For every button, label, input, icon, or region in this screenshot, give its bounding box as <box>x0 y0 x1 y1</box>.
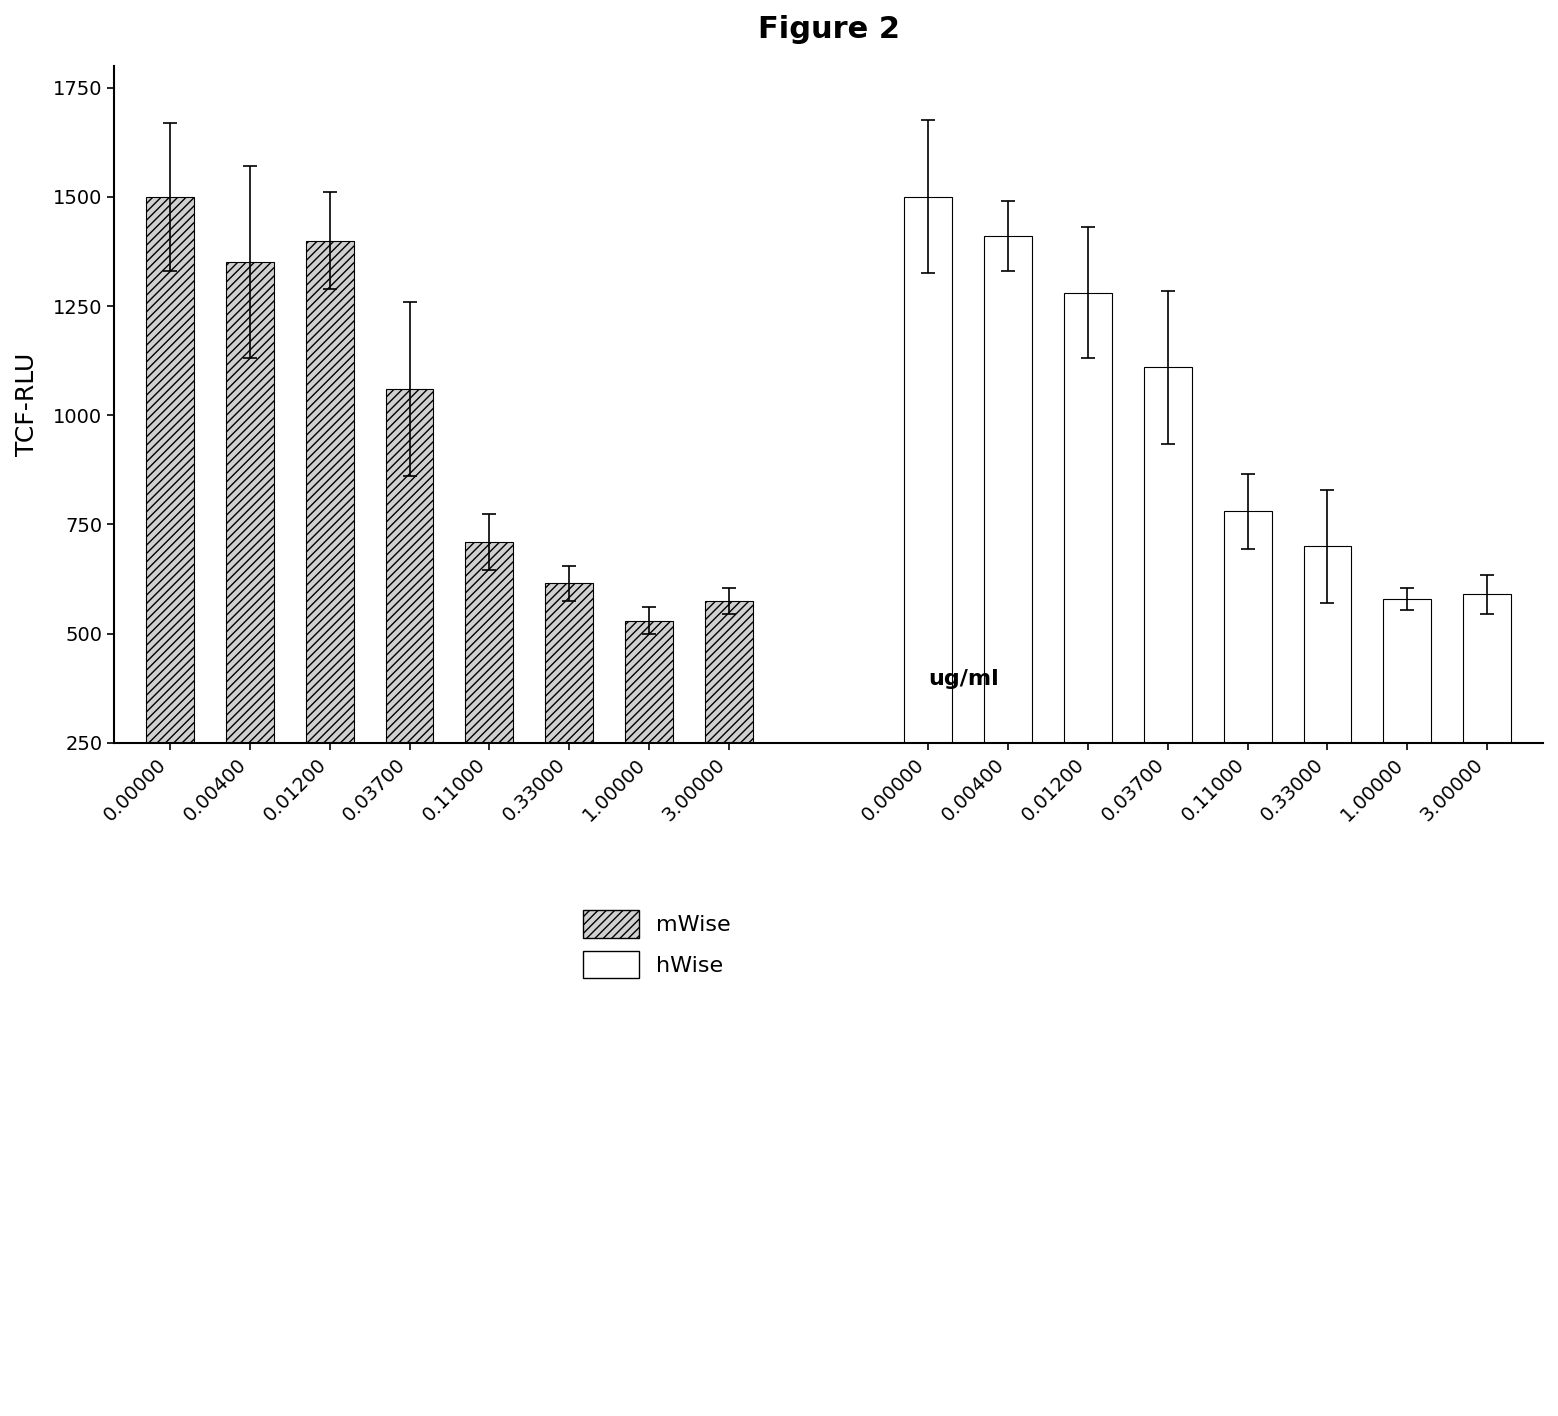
Bar <box>905 197 952 743</box>
Bar <box>1064 293 1112 743</box>
Bar <box>545 583 594 743</box>
Bar <box>305 241 354 743</box>
Bar <box>1384 599 1432 743</box>
Text: ug/ml: ug/ml <box>929 668 999 688</box>
Legend: mWise, hWise: mWise, hWise <box>572 899 742 990</box>
Bar <box>466 542 513 743</box>
Bar <box>1223 511 1271 743</box>
Bar <box>146 197 195 743</box>
Bar <box>385 389 433 743</box>
Title: Figure 2: Figure 2 <box>757 16 899 44</box>
Bar <box>985 236 1031 743</box>
Bar <box>1463 595 1511 743</box>
Y-axis label: TCF-RLU: TCF-RLU <box>16 353 39 456</box>
Bar <box>1144 367 1192 743</box>
Bar <box>1304 547 1351 743</box>
Bar <box>625 620 673 743</box>
Bar <box>226 262 274 743</box>
Bar <box>704 600 753 743</box>
